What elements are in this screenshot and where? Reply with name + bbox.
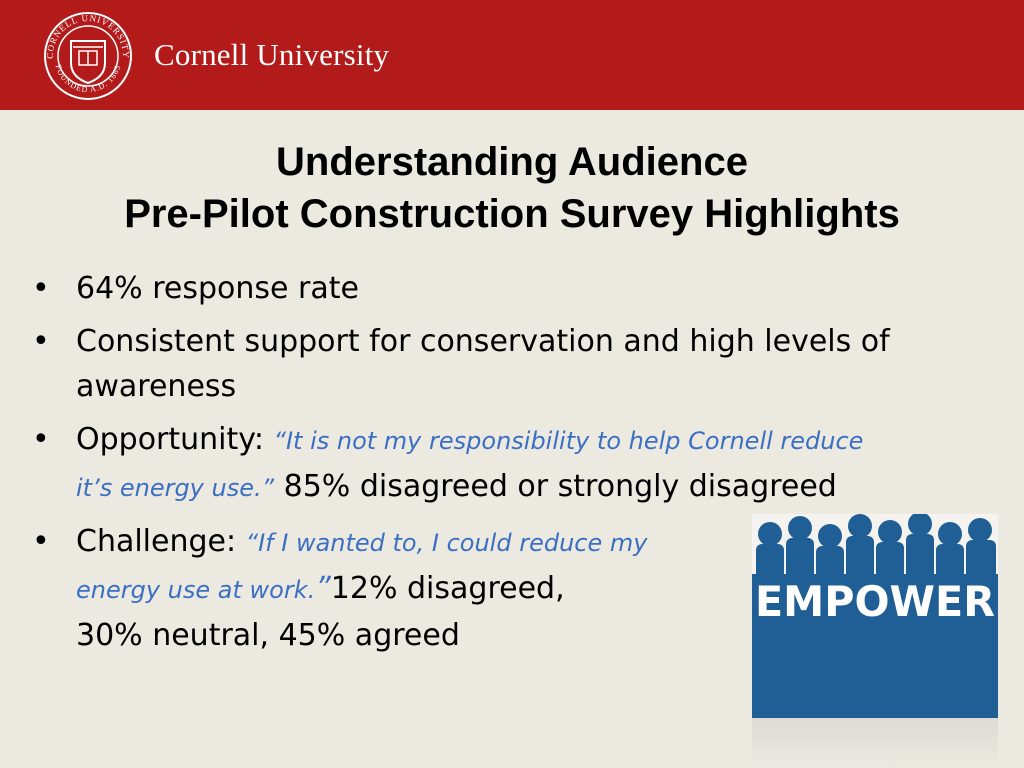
bullet-item: • Opportunity: “It is not my responsibil… (30, 417, 896, 511)
slide-title: Understanding Audience Pre-Pilot Constru… (0, 136, 1024, 240)
bullet-item: • Challenge: “If I wanted to, I could re… (30, 519, 736, 658)
bullet-text: 85% disagreed or strongly disagreed (283, 469, 837, 504)
bullet-dot-icon: • (32, 524, 50, 559)
bullet-item: • 64% response rate (30, 266, 990, 311)
bullet-dot-icon: • (32, 271, 50, 306)
bullet-text: Consistent support for conservation and … (76, 324, 890, 404)
header-bar: CORNELL UNIVERSITY FOUNDED A.D. 1865 Cor… (0, 0, 1024, 110)
image-reflection (752, 718, 998, 768)
bullet-dot-icon: • (32, 422, 50, 457)
bullet-dot-icon: • (32, 324, 50, 359)
bullet-quote: “It is not my responsibility to help Cor… (76, 427, 864, 502)
cornell-seal-icon: CORNELL UNIVERSITY FOUNDED A.D. 1865 (44, 12, 132, 100)
bullet-text: 64% response rate (76, 271, 359, 306)
bullet-quote-end: ” (315, 571, 331, 606)
bullet-text: 12% disagreed, (330, 571, 565, 606)
bullet-item: • Consistent support for conservation an… (30, 319, 990, 409)
svg-text:FOUNDED A.D. 1865: FOUNDED A.D. 1865 (54, 64, 123, 95)
people-silhouettes-icon: EMPOWER (752, 514, 998, 718)
brand-name: Cornell University (154, 37, 390, 72)
bullet-lead: Challenge: (76, 524, 237, 559)
bullet-text-2: 30% neutral, 45% agreed (76, 618, 460, 653)
bullet-quote: “If I wanted to, I could reduce my energ… (76, 529, 648, 604)
bullet-lead: Opportunity: (76, 422, 264, 457)
title-line-2: Pre-Pilot Construction Survey Highlights (124, 192, 900, 236)
title-line-1: Understanding Audience (276, 140, 748, 184)
empower-label: EMPOWER (755, 577, 995, 626)
bullet-list: • 64% response rate • Consistent support… (30, 266, 990, 666)
empower-image: EMPOWER (752, 514, 998, 718)
